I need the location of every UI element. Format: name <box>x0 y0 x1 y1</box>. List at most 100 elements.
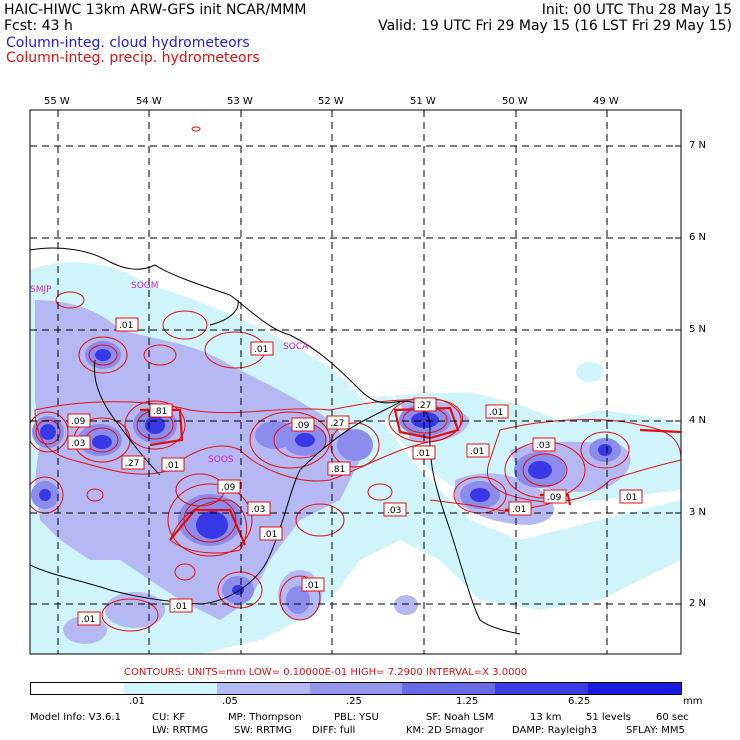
contour-label: .01 <box>169 598 193 613</box>
contours-info: CONTOURS: UNITS=mm LOW= 0.10000E-01 HIGH… <box>124 667 528 678</box>
contour-label: .03 <box>67 435 91 450</box>
contour-label: .01 <box>259 526 283 541</box>
footer-cu: CU: KF <box>152 712 186 723</box>
colorbar-label: .25 <box>346 696 362 707</box>
svg-text:.01: .01 <box>165 461 179 471</box>
footer-sf: SF: Noah LSM <box>426 712 494 723</box>
svg-text:.09: .09 <box>295 421 310 431</box>
graticule <box>30 110 681 654</box>
footer-model-info: Model Info: V3.6.1 <box>30 712 121 723</box>
footer-damp: DAMP: Rayleigh3 <box>512 725 598 736</box>
footer-timestep: 60 sec <box>656 712 689 723</box>
contour-label: .01 <box>301 577 325 592</box>
colorbar-swatch <box>309 683 403 694</box>
lon-label: 55 W <box>44 96 70 107</box>
contour-label: .01 <box>250 341 274 356</box>
colorbar-swatch <box>216 683 310 694</box>
svg-text:.01: .01 <box>305 581 319 591</box>
svg-text:.03: .03 <box>71 439 85 449</box>
contour-value-labels: .01 .01 .09 .81 .03 .27 .01 .09 .27 .81 … <box>67 317 643 626</box>
svg-text:.27: .27 <box>417 401 431 411</box>
svg-text:.01: .01 <box>489 408 503 418</box>
frame-ticks <box>57 110 681 605</box>
lon-label: 51 W <box>410 96 436 107</box>
lon-label: 52 W <box>318 96 344 107</box>
contour-label: .03 <box>383 502 407 517</box>
svg-text:.81: .81 <box>153 407 167 417</box>
contour-label: .01 <box>466 443 490 458</box>
station-sogm: SOGM <box>131 281 159 291</box>
svg-text:.01: .01 <box>254 345 268 355</box>
station-labels: SMJP SOGM SOCA SOOS <box>30 281 309 465</box>
colorbar-swatch <box>123 683 217 694</box>
lon-label: 49 W <box>593 96 619 107</box>
lat-label: 6 N <box>689 232 707 243</box>
contour-label: .09 <box>543 489 567 504</box>
lon-label: 54 W <box>136 96 162 107</box>
contour-label: .01 <box>115 317 139 332</box>
footer-lw: LW: RRTMG <box>152 725 209 736</box>
svg-text:.01: .01 <box>512 505 526 515</box>
init-time: Init: 00 UTC Thu 28 May 15 <box>541 2 732 18</box>
footer-diff: DIFF: full <box>312 725 356 736</box>
svg-text:.09: .09 <box>547 493 562 503</box>
colorbar-swatch <box>588 683 682 694</box>
contour-label: .03 <box>247 501 271 516</box>
forecast-hour: Fcst: 43 h <box>4 18 73 34</box>
contour-label: .09 <box>67 413 91 428</box>
svg-text:.27: .27 <box>330 419 344 429</box>
colorbar-unit: mm <box>683 696 703 707</box>
svg-text:.01: .01 <box>623 493 637 503</box>
svg-text:.01: .01 <box>470 447 484 457</box>
colorbar-label: .05 <box>222 696 238 707</box>
footer-mp: MP: Thompson <box>228 712 302 723</box>
lat-label: 3 N <box>689 507 707 518</box>
valid-time: Valid: 19 UTC Fri 29 May 15 (16 LST Fri … <box>378 18 732 34</box>
contour-label: .03 <box>532 437 556 452</box>
map-frame <box>29 109 682 655</box>
station-smjp: SMJP <box>30 285 52 295</box>
colorbar-swatch <box>402 683 496 694</box>
lon-label: 53 W <box>227 96 253 107</box>
footer-km: KM: 2D Smagor <box>406 725 484 736</box>
svg-text:.27: .27 <box>125 459 139 469</box>
footer-resolution: 13 km <box>530 712 562 723</box>
lat-label: 4 N <box>689 415 707 426</box>
colorbar-label: .01 <box>129 696 145 707</box>
contour-label: .27 <box>121 455 145 470</box>
contour-label: .01 <box>161 457 185 472</box>
svg-text:.03: .03 <box>251 505 265 515</box>
svg-text:.01: .01 <box>173 602 187 612</box>
contour-label: .81 <box>327 461 351 476</box>
legend-precip: Column-integ. precip. hydrometeors <box>6 50 260 66</box>
legend-cloud: Column-integ. cloud hydrometeors <box>6 35 250 51</box>
coastline <box>30 247 521 635</box>
svg-text:.09: .09 <box>71 417 86 427</box>
svg-text:.81: .81 <box>331 465 345 475</box>
contour-label: .09 <box>217 479 241 494</box>
svg-text:.01: .01 <box>81 615 95 625</box>
contour-label: .09 <box>291 417 315 432</box>
lat-label: 5 N <box>689 324 707 335</box>
footer-sw: SW: RRTMG <box>234 725 292 736</box>
contour-label: .27 <box>326 415 350 430</box>
colorbar-label: 6.25 <box>568 696 591 707</box>
footer-levels: 51 levels <box>586 712 631 723</box>
colorbar <box>30 682 682 695</box>
lat-label: 2 N <box>689 598 707 609</box>
lat-label: 7 N <box>689 140 707 151</box>
colorbar-swatch <box>31 683 124 694</box>
svg-text:.03: .03 <box>536 441 550 451</box>
colorbar-swatch <box>495 683 589 694</box>
svg-text:.01: .01 <box>119 321 133 331</box>
svg-text:.01: .01 <box>416 449 430 459</box>
model-title: HAIC-HIWC 13km ARW-GFS init NCAR/MMM <box>4 2 307 18</box>
contour-label: .01 <box>77 611 101 626</box>
contour-label: .01 <box>508 501 532 516</box>
contour-label: .01 <box>412 445 436 460</box>
contour-label: .81 <box>149 403 173 418</box>
svg-text:.01: .01 <box>263 530 277 540</box>
svg-text:.03: .03 <box>387 506 401 516</box>
contour-label: .01 <box>619 489 643 504</box>
